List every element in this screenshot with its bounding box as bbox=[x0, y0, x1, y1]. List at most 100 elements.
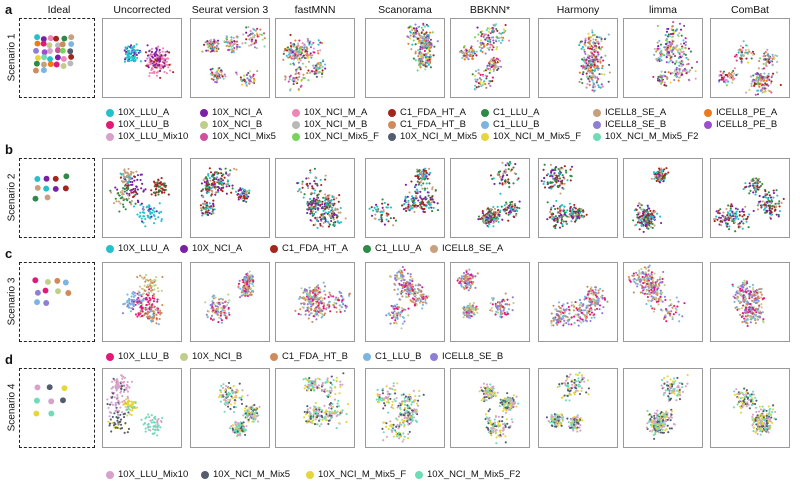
cell-point bbox=[202, 43, 206, 46]
cell-point bbox=[414, 29, 417, 32]
cell-point bbox=[492, 41, 495, 44]
cell-point bbox=[321, 203, 324, 206]
cell-point bbox=[593, 69, 596, 72]
cell-point bbox=[681, 55, 684, 58]
cell-point bbox=[608, 71, 611, 74]
cell-point bbox=[128, 175, 131, 178]
cell-point bbox=[414, 190, 417, 193]
legend-label: 10X_NCI_M_B bbox=[304, 119, 368, 130]
cell-point bbox=[136, 301, 139, 304]
cell-point bbox=[211, 210, 214, 213]
cell-point bbox=[165, 72, 168, 75]
cell-point bbox=[428, 31, 432, 34]
ideal-panel bbox=[19, 262, 95, 342]
ideal-panel bbox=[19, 158, 95, 238]
cell-point bbox=[321, 59, 325, 62]
cell-point bbox=[220, 177, 223, 180]
cell-point bbox=[244, 41, 247, 45]
cell-point bbox=[551, 217, 554, 220]
cell-point bbox=[306, 200, 309, 204]
cell-point bbox=[653, 216, 656, 219]
cell-point bbox=[150, 290, 153, 293]
cell-point bbox=[313, 167, 316, 170]
cell-point bbox=[733, 72, 736, 75]
cell-point bbox=[549, 186, 552, 189]
cell-point bbox=[159, 67, 162, 70]
cell-point bbox=[597, 84, 600, 87]
cell-point bbox=[747, 226, 750, 229]
cell-point bbox=[474, 74, 477, 77]
cell-point bbox=[133, 190, 136, 193]
cell-point bbox=[394, 219, 398, 222]
cell-point bbox=[347, 294, 351, 297]
cell-point bbox=[577, 210, 580, 214]
cell-point bbox=[143, 313, 146, 317]
cell-point bbox=[133, 52, 136, 55]
cell-point bbox=[741, 51, 744, 54]
scatter-plot bbox=[121, 274, 164, 326]
cell-point bbox=[655, 179, 658, 183]
cell-point bbox=[590, 77, 593, 80]
cell-point bbox=[658, 75, 661, 78]
cell-point bbox=[260, 33, 264, 36]
legend-item: 10X_LLU_Mix10 bbox=[106, 131, 188, 142]
cell-point bbox=[664, 42, 667, 46]
cell-point bbox=[768, 194, 771, 197]
cell-point bbox=[719, 208, 722, 211]
cell-point bbox=[770, 202, 773, 205]
cell-point bbox=[491, 48, 494, 51]
cell-point bbox=[421, 44, 425, 47]
cell-point bbox=[290, 45, 293, 48]
cell-point bbox=[314, 182, 317, 185]
cell-point bbox=[219, 317, 223, 320]
cell-point bbox=[133, 57, 136, 60]
cell-point bbox=[151, 56, 154, 59]
cell-point bbox=[713, 220, 716, 223]
cell-point bbox=[489, 80, 492, 83]
cell-point bbox=[309, 171, 312, 174]
cell-point bbox=[212, 47, 215, 51]
ideal-cluster-dot bbox=[54, 47, 61, 54]
cell-point bbox=[570, 175, 573, 178]
cell-point bbox=[665, 61, 668, 64]
cell-point bbox=[492, 70, 495, 73]
cell-point bbox=[307, 79, 310, 82]
ideal-cluster-dot bbox=[41, 61, 47, 68]
cell-point bbox=[210, 206, 214, 210]
cell-point bbox=[320, 73, 324, 76]
cell-point bbox=[289, 33, 292, 37]
cell-point bbox=[725, 73, 728, 77]
cell-point bbox=[256, 69, 259, 73]
cell-point bbox=[157, 323, 160, 326]
cell-point bbox=[229, 169, 232, 172]
cell-point bbox=[489, 46, 492, 49]
cell-point bbox=[652, 75, 655, 78]
cell-point bbox=[210, 77, 213, 81]
cell-point bbox=[307, 60, 311, 63]
cell-point bbox=[745, 57, 748, 60]
cell-point bbox=[117, 192, 120, 195]
cell-point bbox=[656, 24, 659, 28]
cell-point bbox=[300, 287, 303, 290]
cell-point bbox=[237, 282, 241, 285]
cell-point bbox=[240, 79, 243, 82]
cell-point bbox=[217, 306, 220, 310]
cell-point bbox=[161, 275, 164, 279]
cell-point bbox=[416, 175, 420, 178]
cell-point bbox=[215, 44, 219, 47]
cell-point bbox=[644, 223, 647, 226]
cell-point bbox=[225, 185, 228, 188]
cell-point bbox=[732, 214, 735, 218]
cell-point bbox=[425, 23, 428, 26]
cell-point bbox=[756, 204, 759, 207]
cell-point bbox=[408, 26, 411, 29]
cell-point bbox=[589, 47, 592, 50]
cell-point bbox=[245, 276, 248, 279]
cell-point bbox=[510, 205, 513, 208]
scenario-label: Scenario 1 bbox=[6, 33, 18, 82]
cell-point bbox=[599, 36, 603, 39]
cell-point bbox=[119, 176, 122, 179]
cell-point bbox=[322, 209, 325, 212]
cell-point bbox=[542, 168, 545, 171]
legend-label: C1_LLU_B bbox=[493, 119, 540, 130]
